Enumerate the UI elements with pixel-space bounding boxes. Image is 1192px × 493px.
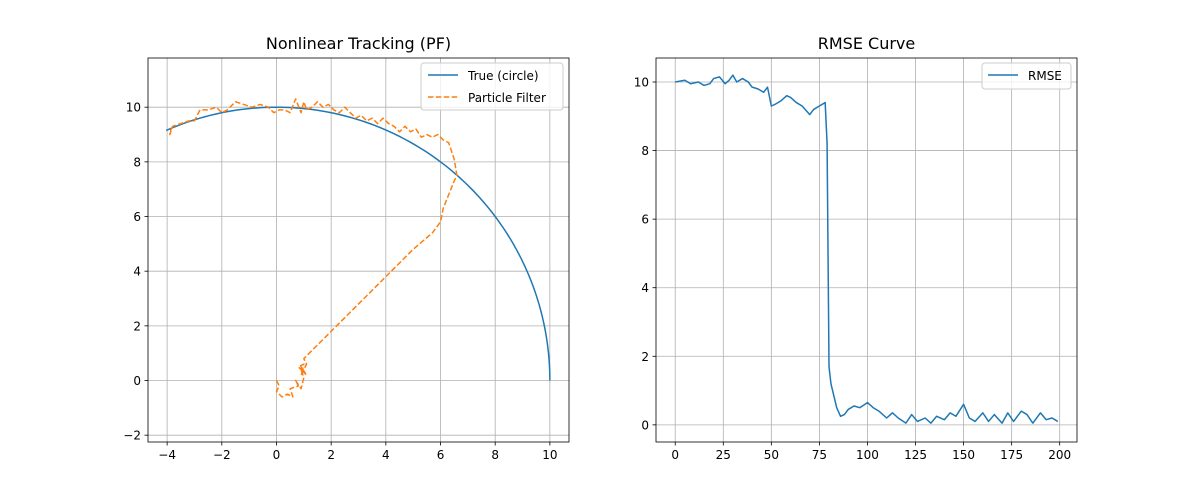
grid-lines [656,58,1077,442]
chart-title: Nonlinear Tracking (PF) [266,34,451,53]
y-tick-label: 6 [641,213,649,227]
x-tick-label: 200 [1048,448,1071,462]
series-line-particle-filter [169,98,458,398]
legend: True (circle) Particle Filter [420,62,564,111]
y-tick-label: −2 [123,429,141,443]
x-axis: −4 −2 0 2 4 6 8 10 [158,442,558,462]
legend: RMSE [981,62,1072,90]
y-tick-label: 8 [133,155,141,169]
x-tick-label: 10 [542,448,557,462]
y-tick-label: 4 [133,265,141,279]
y-tick-label: 2 [641,350,649,364]
y-axis: 0 2 4 6 8 10 [634,76,656,432]
legend-label-particle-filter: Particle Filter [468,91,546,105]
y-tick-label: 2 [133,319,141,333]
x-tick-label: 6 [437,448,445,462]
plot-area [675,74,1059,424]
axes-frame [655,57,1078,443]
x-tick-label: 0 [671,448,679,462]
x-axis: 0 25 50 75 100 125 150 175 200 [671,442,1071,462]
x-tick-label: 25 [716,448,731,462]
legend-label-rmse: RMSE [1028,69,1062,83]
y-tick-label: 0 [133,374,141,388]
x-tick-label: 125 [904,448,927,462]
legend-label-true: True (circle) [467,69,539,83]
chart-title: RMSE Curve [818,34,915,53]
y-tick-label: 4 [641,281,649,295]
y-tick-label: 8 [641,144,649,158]
rmse-chart: RMSE Curve 0 25 50 75 100 125 150 175 200 0 2 4 6 8 1… [634,34,1078,462]
x-tick-label: 100 [856,448,879,462]
x-tick-label: 4 [382,448,390,462]
series-line-true-circle [165,106,551,381]
series-line-rmse [675,74,1059,424]
plot-area [165,98,551,398]
y-tick-label: 10 [126,101,141,115]
x-tick-label: 75 [812,448,827,462]
x-tick-label: −4 [158,448,176,462]
x-tick-label: 175 [1000,448,1023,462]
y-tick-label: 6 [133,210,141,224]
y-tick-label: 10 [634,76,649,90]
x-tick-label: 50 [764,448,779,462]
y-axis: −2 0 2 4 6 8 10 [123,101,148,443]
y-tick-label: 0 [641,418,649,432]
x-tick-label: 2 [327,448,335,462]
x-tick-label: −2 [213,448,231,462]
x-tick-label: 0 [273,448,281,462]
axes-frame [147,57,570,443]
legend-box [981,62,1072,90]
x-tick-label: 150 [952,448,975,462]
x-tick-label: 8 [491,448,499,462]
tracking-chart: Nonlinear Tracking (PF) −4 −2 0 2 4 6 8 10 −2 0 2… [123,34,570,462]
